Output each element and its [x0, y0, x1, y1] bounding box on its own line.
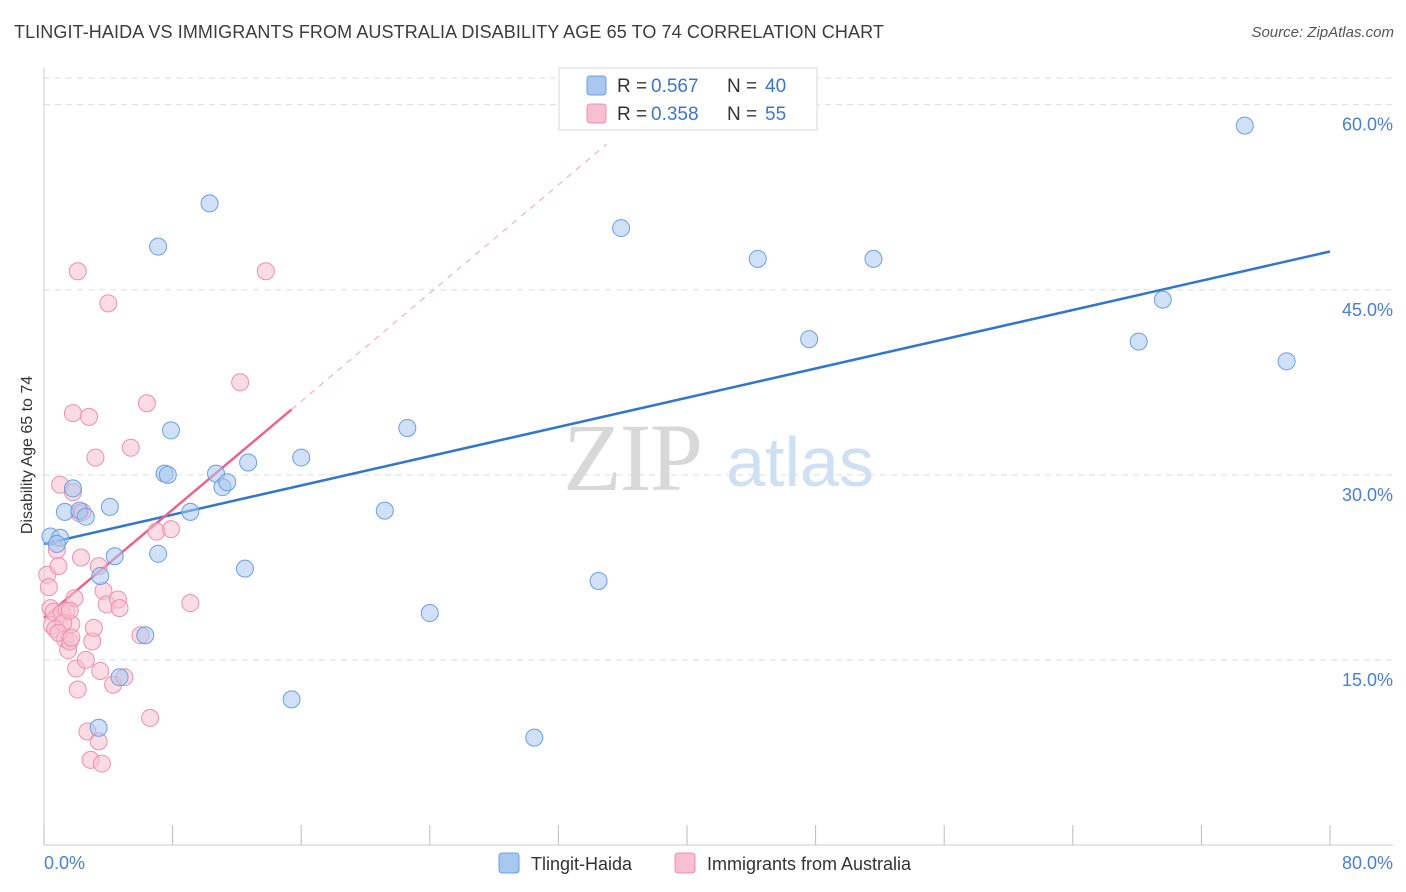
point-immigrants-australia	[91, 662, 110, 681]
point-immigrants-australia	[141, 708, 160, 727]
point-tlingit-haida	[292, 448, 311, 467]
point-tlingit-haida	[181, 502, 200, 521]
point-tlingit-haida	[218, 473, 237, 492]
point-tlingit-haida	[398, 418, 417, 437]
point-tlingit-haida	[239, 453, 258, 472]
point-tlingit-haida	[612, 219, 631, 238]
watermark-atlas: atlas	[726, 423, 874, 501]
y-tick-label: 15.0%	[1342, 670, 1393, 690]
point-immigrants-australia	[137, 394, 156, 413]
point-tlingit-haida	[136, 626, 155, 645]
point-tlingit-haida	[525, 728, 544, 747]
point-tlingit-haida	[149, 237, 168, 256]
bottom-legend-swatch-tlingit-haida	[498, 852, 520, 874]
point-immigrants-australia	[68, 680, 87, 699]
point-tlingit-haida	[420, 604, 439, 623]
legend-swatch-tlingit-haida	[586, 75, 607, 96]
x-tick-label-min: 0.0%	[44, 853, 85, 873]
point-immigrants-australia	[110, 599, 129, 618]
point-immigrants-australia	[99, 294, 118, 313]
point-tlingit-haida	[748, 249, 767, 268]
trend-line-tlingit-haida	[43, 250, 1331, 546]
point-tlingit-haida	[100, 497, 119, 516]
legend-n-value: 55	[765, 104, 786, 125]
watermark: ZIP atlas	[563, 404, 874, 511]
bottom-legend-label-tlingit-haida: Tlingit-Haida	[531, 854, 633, 874]
legend-r-label: R =	[617, 76, 647, 97]
point-tlingit-haida	[864, 249, 883, 268]
point-immigrants-australia	[63, 404, 82, 423]
point-immigrants-australia	[231, 373, 250, 392]
point-tlingit-haida	[47, 534, 66, 553]
point-tlingit-haida	[91, 567, 110, 586]
point-tlingit-haida	[1235, 116, 1254, 135]
y-tick-label: 30.0%	[1342, 485, 1393, 505]
source-label: Source: ZipAtlas.com	[1251, 24, 1394, 41]
point-tlingit-haida	[76, 507, 95, 526]
point-immigrants-australia	[121, 438, 140, 457]
point-tlingit-haida	[105, 547, 124, 566]
chart-title: TLINGIT-HAIDA VS IMMIGRANTS FROM AUSTRAL…	[14, 22, 884, 42]
point-immigrants-australia	[68, 262, 87, 281]
y-tick-label: 45.0%	[1342, 300, 1393, 320]
point-immigrants-australia	[86, 448, 105, 467]
legend-n-value: 40	[765, 76, 786, 97]
point-immigrants-australia	[76, 650, 95, 669]
points-layer	[38, 116, 1296, 773]
axis-layer: 15.0% 30.0% 45.0% 60.0%	[43, 68, 1393, 846]
point-tlingit-haida	[89, 718, 108, 737]
point-immigrants-australia	[161, 520, 180, 539]
point-tlingit-haida	[282, 690, 301, 709]
trend-layer	[43, 143, 1331, 619]
point-immigrants-australia	[49, 557, 68, 576]
legend-swatch-immigrants-australia	[586, 103, 607, 124]
point-tlingit-haida	[161, 421, 180, 440]
point-tlingit-haida	[589, 571, 608, 590]
point-immigrants-australia	[80, 407, 99, 426]
point-tlingit-haida	[800, 330, 819, 349]
point-immigrants-australia	[181, 594, 200, 613]
point-tlingit-haida	[235, 559, 254, 578]
trend-line-immigrants-australia	[43, 408, 293, 619]
legend-n-label: N =	[727, 76, 757, 97]
legend-n-label: N =	[727, 104, 757, 125]
point-immigrants-australia	[39, 578, 58, 597]
point-tlingit-haida	[1277, 352, 1296, 371]
point-tlingit-haida	[110, 668, 129, 687]
point-tlingit-haida	[149, 544, 168, 563]
legend-r-label: R =	[617, 104, 647, 125]
point-immigrants-australia	[62, 628, 81, 647]
point-immigrants-australia	[71, 548, 90, 567]
point-immigrants-australia	[60, 601, 79, 620]
bottom-legend: Tlingit-Haida Immigrants from Australia	[498, 852, 912, 874]
y-tick-label: 60.0%	[1342, 115, 1393, 135]
point-immigrants-australia	[256, 262, 275, 281]
point-tlingit-haida	[63, 479, 82, 498]
trend-extension-immigrants-australia	[291, 143, 608, 410]
point-immigrants-australia	[92, 754, 111, 773]
legend-r-value: 0.358	[651, 104, 699, 125]
point-tlingit-haida	[200, 194, 219, 213]
legend-r-value: 0.567	[651, 76, 699, 97]
x-tick-label-max: 80.0%	[1342, 853, 1393, 873]
bottom-legend-swatch-immigrants-australia	[674, 852, 696, 874]
bottom-legend-label-immigrants-australia: Immigrants from Australia	[707, 854, 912, 874]
legend-box: R = 0.567 N = 40 R = 0.358 N = 55	[558, 67, 818, 131]
point-tlingit-haida	[158, 465, 177, 484]
point-immigrants-australia	[84, 618, 103, 637]
point-tlingit-haida	[1153, 290, 1172, 309]
point-tlingit-haida	[375, 501, 394, 520]
point-tlingit-haida	[1129, 332, 1148, 351]
